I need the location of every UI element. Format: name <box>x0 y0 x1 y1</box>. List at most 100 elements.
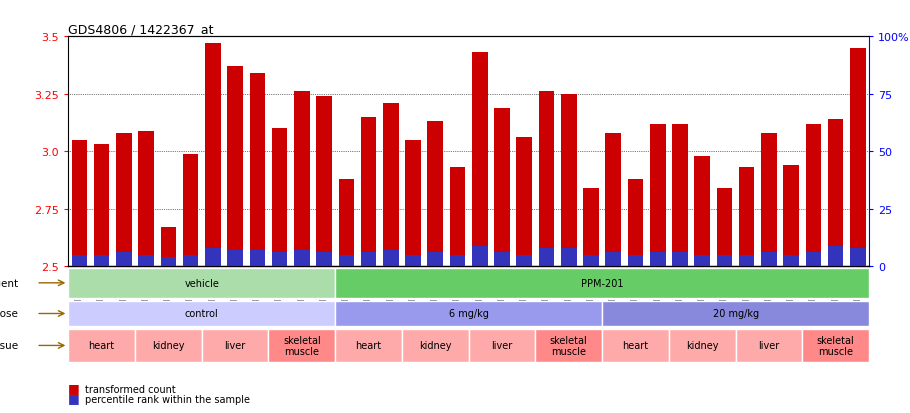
Bar <box>850 49 865 266</box>
Bar <box>605 133 621 266</box>
Bar <box>72 255 87 266</box>
Bar <box>228 251 243 266</box>
Bar <box>428 122 443 266</box>
Bar <box>805 124 821 266</box>
Bar <box>628 255 643 266</box>
Bar <box>605 253 621 266</box>
Bar <box>761 253 777 266</box>
Bar <box>68 301 335 327</box>
Text: kidney: kidney <box>419 341 451 351</box>
Text: skeletal
muscle: skeletal muscle <box>550 335 588 356</box>
Bar <box>583 255 599 266</box>
Bar <box>138 255 154 266</box>
Text: control: control <box>185 309 218 319</box>
Bar <box>450 168 465 266</box>
Text: kidney: kidney <box>686 341 719 351</box>
Text: liver: liver <box>491 341 512 351</box>
Bar <box>472 53 488 266</box>
Bar <box>405 255 420 266</box>
Bar <box>249 251 265 266</box>
Bar <box>803 329 869 362</box>
Text: vehicle: vehicle <box>185 278 219 288</box>
Bar <box>335 329 402 362</box>
Text: skeletal
muscle: skeletal muscle <box>283 335 320 356</box>
Bar <box>339 255 354 266</box>
Bar <box>561 95 577 266</box>
Bar <box>294 251 309 266</box>
Bar <box>602 329 669 362</box>
Bar <box>135 329 202 362</box>
Bar <box>694 157 710 266</box>
Bar <box>335 268 869 298</box>
Bar <box>650 124 665 266</box>
Bar <box>828 120 844 266</box>
Text: PPM-201: PPM-201 <box>581 278 623 288</box>
Bar <box>383 104 399 266</box>
Bar <box>205 248 220 266</box>
Bar <box>160 257 177 266</box>
Bar <box>228 67 243 266</box>
Text: dose: dose <box>0 309 18 319</box>
Bar <box>160 228 177 266</box>
Text: liver: liver <box>225 341 246 351</box>
Bar <box>539 248 554 266</box>
Text: tissue: tissue <box>0 341 18 351</box>
Text: kidney: kidney <box>152 341 185 351</box>
Bar <box>561 248 577 266</box>
Text: transformed count: transformed count <box>85 385 176 394</box>
Bar <box>405 140 420 266</box>
Bar <box>650 253 665 266</box>
Bar <box>116 133 132 266</box>
Bar <box>116 253 132 266</box>
Bar <box>272 253 288 266</box>
Text: skeletal
muscle: skeletal muscle <box>817 335 854 356</box>
Bar <box>669 329 735 362</box>
Bar <box>183 154 198 266</box>
Bar <box>138 131 154 266</box>
Bar <box>360 117 377 266</box>
Bar <box>694 255 710 266</box>
Bar <box>205 44 220 266</box>
Bar <box>272 129 288 266</box>
Bar <box>268 329 335 362</box>
Bar <box>828 246 844 266</box>
Bar <box>494 253 510 266</box>
Bar <box>383 251 399 266</box>
Bar <box>535 329 602 362</box>
Bar <box>249 74 265 266</box>
Bar <box>339 179 354 266</box>
Bar <box>472 246 488 266</box>
Bar <box>850 248 865 266</box>
Bar <box>72 140 87 266</box>
Text: liver: liver <box>758 341 780 351</box>
Bar <box>183 255 198 266</box>
Bar <box>494 108 510 266</box>
Bar <box>517 138 532 266</box>
Bar <box>784 166 799 266</box>
Bar <box>202 329 268 362</box>
Bar <box>628 179 643 266</box>
Bar <box>717 255 733 266</box>
Bar <box>469 329 535 362</box>
Text: heart: heart <box>622 341 649 351</box>
Bar <box>450 255 465 266</box>
Bar <box>739 255 754 266</box>
Bar <box>94 145 109 266</box>
Bar <box>739 168 754 266</box>
Text: ■: ■ <box>68 382 80 394</box>
Bar <box>539 92 554 266</box>
Bar <box>360 253 377 266</box>
Text: percentile rank within the sample: percentile rank within the sample <box>85 394 249 404</box>
Text: 20 mg/kg: 20 mg/kg <box>713 309 759 319</box>
Bar <box>672 253 688 266</box>
Bar <box>317 253 332 266</box>
Text: heart: heart <box>88 341 115 351</box>
Bar <box>761 133 777 266</box>
Bar <box>68 329 135 362</box>
Text: heart: heart <box>356 341 381 351</box>
Bar <box>602 301 869 327</box>
Bar <box>294 92 309 266</box>
Text: GDS4806 / 1422367_at: GDS4806 / 1422367_at <box>68 23 214 36</box>
Bar <box>402 329 469 362</box>
Text: agent: agent <box>0 278 18 288</box>
